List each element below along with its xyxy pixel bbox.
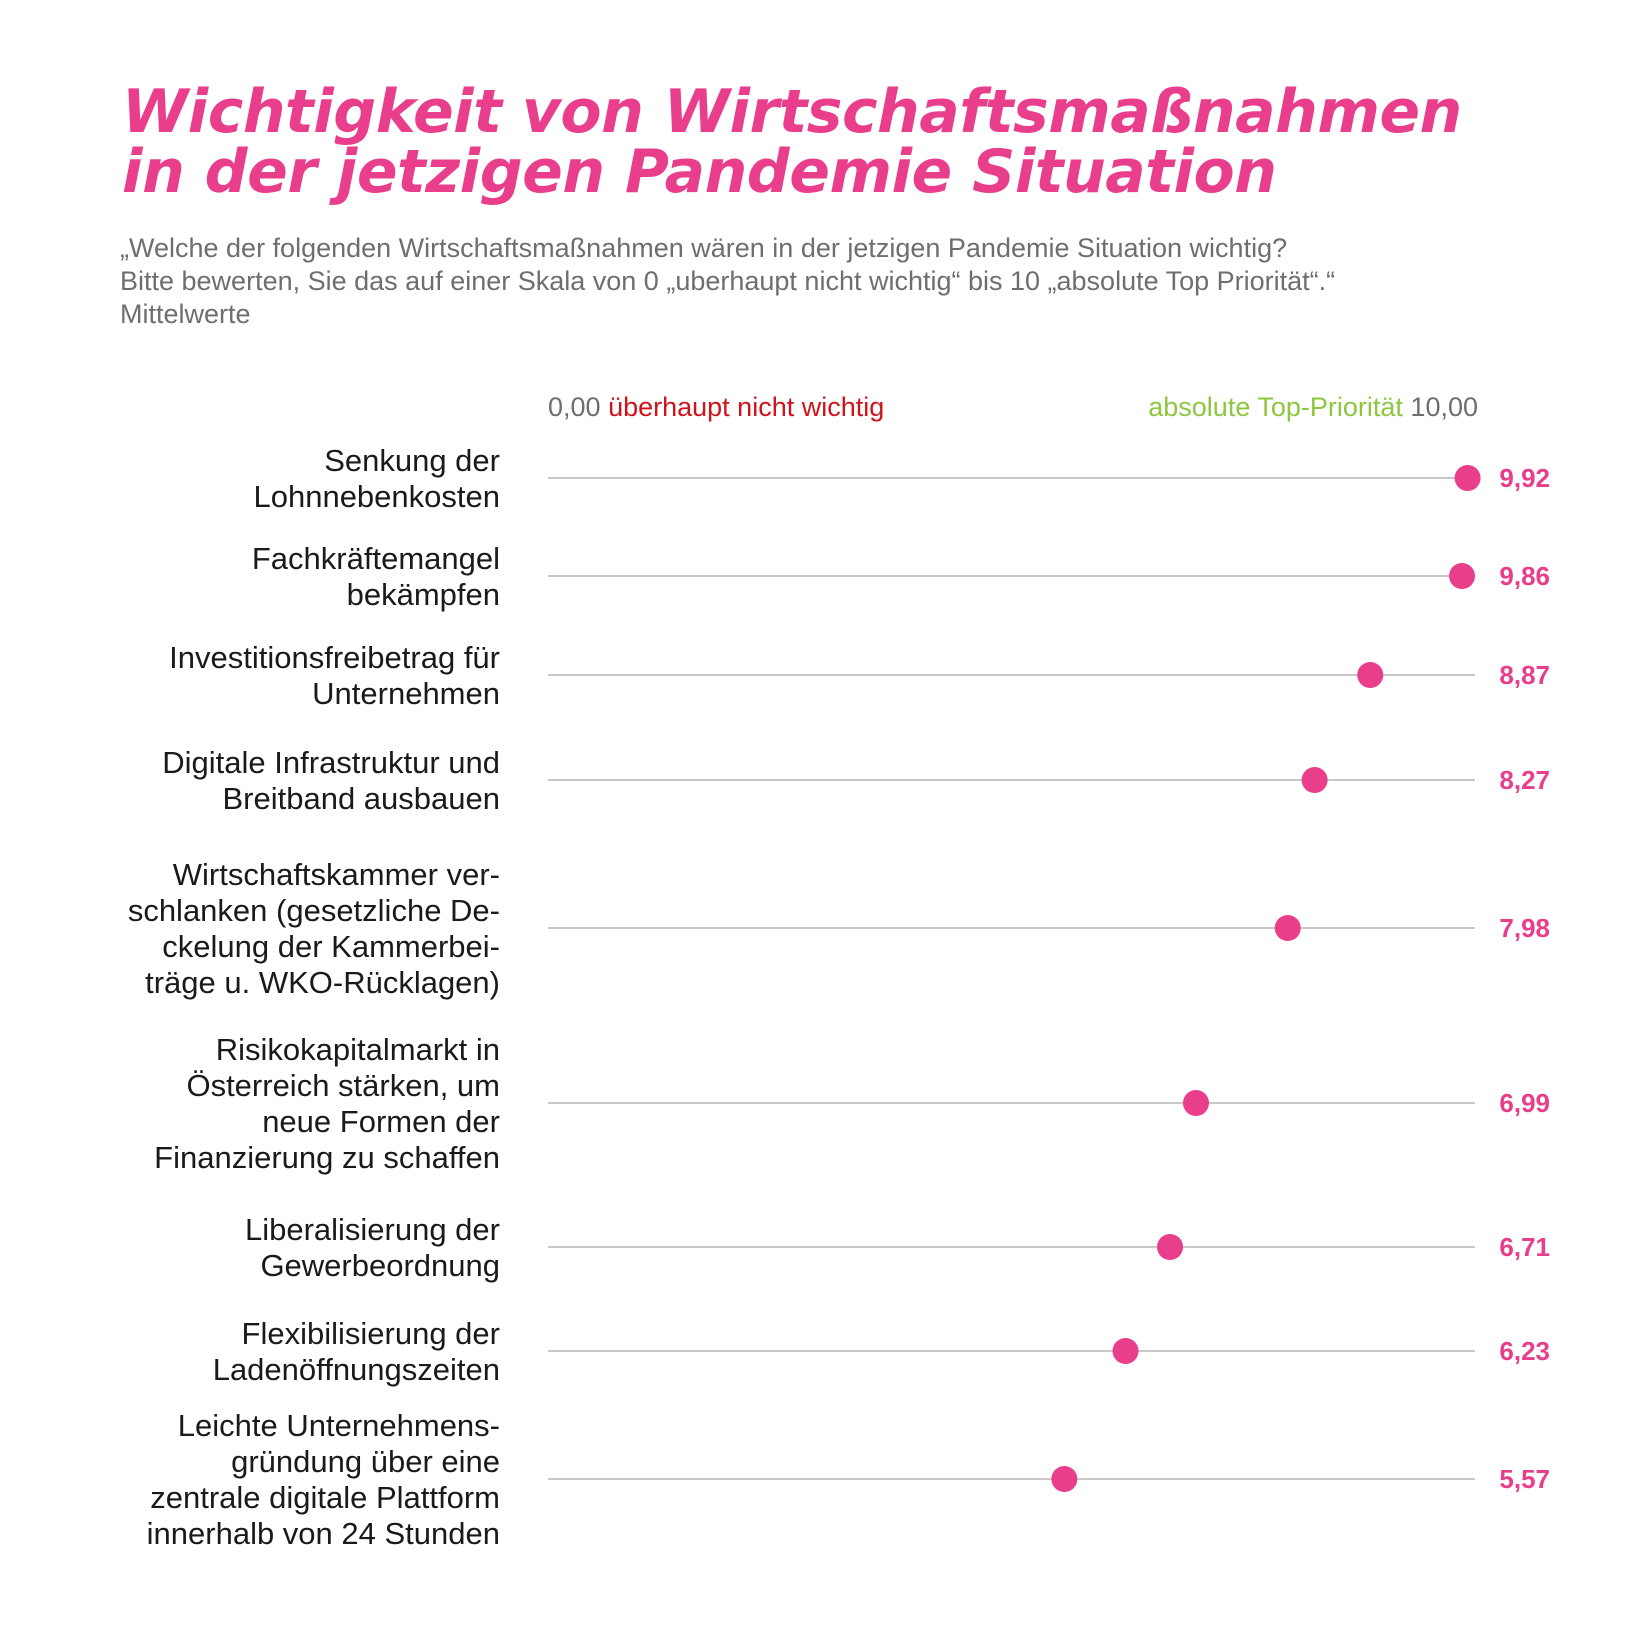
chart-title: Wichtigkeit von Wirtschaftsmaßnahmen in …: [122, 82, 1582, 202]
subtitle-line-1: „Welche der folgenden Wirtschaftsmaßnahm…: [120, 233, 1288, 263]
chart-row: Risikokapitalmarkt in Österreich stärken,…: [154, 1032, 1550, 1175]
category-label-line: Wirtschaftskammer ver-: [173, 857, 500, 892]
category-label-line: Österreich stärken, um: [186, 1068, 500, 1103]
category-label-line: Finanzierung zu schaffen: [154, 1140, 500, 1175]
data-label: 9,92: [1499, 463, 1550, 493]
data-label: 7,98: [1499, 913, 1550, 943]
category-label: Fachkräftemangel bekämpfen: [252, 541, 500, 612]
scale-max-text: absolute Top-Priorität: [1148, 392, 1403, 422]
category-label: Digitale Infrastruktur und Breitband ausb…: [162, 745, 500, 816]
chart-title-line-2: in der jetzigen Pandemie Situation: [122, 137, 1277, 207]
category-label-line: schlanken (gesetzliche De-: [128, 893, 500, 928]
category-label-line: Digitale Infrastruktur und: [162, 745, 500, 780]
scale-max-label: absolute Top-Priorität 10,00: [1148, 391, 1478, 423]
category-label-line: Liberalisierung der: [245, 1212, 500, 1247]
chart-row: Flexibilisierung der Ladenöffnungszeiten 6…: [213, 1316, 1550, 1387]
category-label-line: neue Formen der: [262, 1104, 500, 1139]
category-label-line: Flexibilisierung der: [242, 1316, 500, 1351]
subtitle-line-2: Bitte bewerten, Sie das auf einer Skala …: [120, 266, 1336, 296]
chart-title-line-1: Wichtigkeit von Wirtschaftsmaßnahmen: [122, 77, 1462, 147]
category-label: Leichte Unternehmens-gründung über eine z…: [147, 1408, 500, 1551]
category-label: Liberalisierung der Gewerbeordnung: [245, 1212, 500, 1283]
category-label-line: zentrale digitale Plattform: [150, 1480, 500, 1515]
data-point: [1274, 915, 1301, 941]
category-label-line: gründung über eine: [231, 1444, 500, 1479]
category-label-line: Unternehmen: [312, 676, 500, 711]
category-label-line: innerhalb von 24 Stunden: [147, 1516, 500, 1551]
subtitle-line-3: Mittelwerte: [120, 299, 251, 329]
category-label-line: Senkung der: [324, 443, 500, 478]
category-label-line: Breitband ausbauen: [222, 781, 500, 816]
category-label-line: Ladenöffnungszeiten: [213, 1352, 500, 1387]
data-label: 6,99: [1499, 1088, 1550, 1118]
category-label-line: Fachkräftemangel: [252, 541, 500, 576]
category-label: Senkung der Lohnnebenkosten: [253, 443, 500, 514]
data-point: [1301, 767, 1328, 793]
chart-row: Fachkräftemangel bekämpfen 9,86: [252, 541, 1550, 612]
category-label: Investitionsfreibetrag für Unternehmen: [169, 640, 500, 711]
data-label: 5,57: [1499, 1464, 1550, 1494]
data-label: 6,71: [1499, 1232, 1550, 1262]
scale-min-text: überhaupt nicht wichtig: [608, 392, 885, 422]
category-label: Risikokapitalmarkt in Österreich stärken,…: [154, 1032, 500, 1175]
chart-row: Digitale Infrastruktur und Breitband ausb…: [162, 745, 1550, 816]
category-label-line: bekämpfen: [347, 577, 500, 612]
category-label: Wirtschaftskammer ver-schlanken (gesetzl…: [128, 857, 500, 1000]
category-label-line: Leichte Unternehmens-: [178, 1408, 500, 1443]
data-point: [1454, 465, 1481, 491]
category-label: Flexibilisierung der Ladenöffnungszeiten: [213, 1316, 500, 1387]
data-point: [1112, 1338, 1139, 1364]
data-point: [1051, 1466, 1078, 1492]
data-label: 6,23: [1499, 1336, 1550, 1366]
chart-row: Senkung der Lohnnebenkosten 9,92: [253, 443, 1550, 514]
category-label-line: Risikokapitalmarkt in: [216, 1032, 500, 1067]
category-label-line: träge u. WKO-Rücklagen): [145, 965, 500, 1000]
scale-min-value: 0,00: [548, 392, 601, 422]
data-point: [1182, 1090, 1209, 1116]
category-label-line: Gewerbeordnung: [260, 1248, 500, 1283]
category-label-line: Investitionsfreibetrag für: [169, 640, 500, 675]
data-point: [1357, 662, 1384, 688]
data-point: [1449, 563, 1476, 589]
data-label: 8,87: [1499, 660, 1550, 690]
data-label: 9,86: [1499, 561, 1550, 591]
chart-row: Investitionsfreibetrag für Unternehmen 8,8…: [169, 640, 1550, 711]
chart-subtitle: „Welche der folgenden Wirtschaftsmaßnahm…: [120, 232, 1570, 331]
data-point: [1157, 1234, 1184, 1260]
category-label-line: ckelung der Kammerbei-: [162, 929, 500, 964]
scale-min-label: 0,00 überhaupt nicht wichtig: [548, 391, 884, 423]
chart-row: Liberalisierung der Gewerbeordnung 6,71: [245, 1212, 1550, 1283]
data-label: 8,27: [1499, 765, 1550, 795]
scale-max-value: 10,00: [1410, 392, 1478, 422]
category-label-line: Lohnnebenkosten: [253, 479, 500, 514]
chart-row: Wirtschaftskammer ver-schlanken (gesetzl…: [128, 857, 1550, 1000]
chart-row: Leichte Unternehmens-gründung über eine z…: [147, 1408, 1550, 1551]
